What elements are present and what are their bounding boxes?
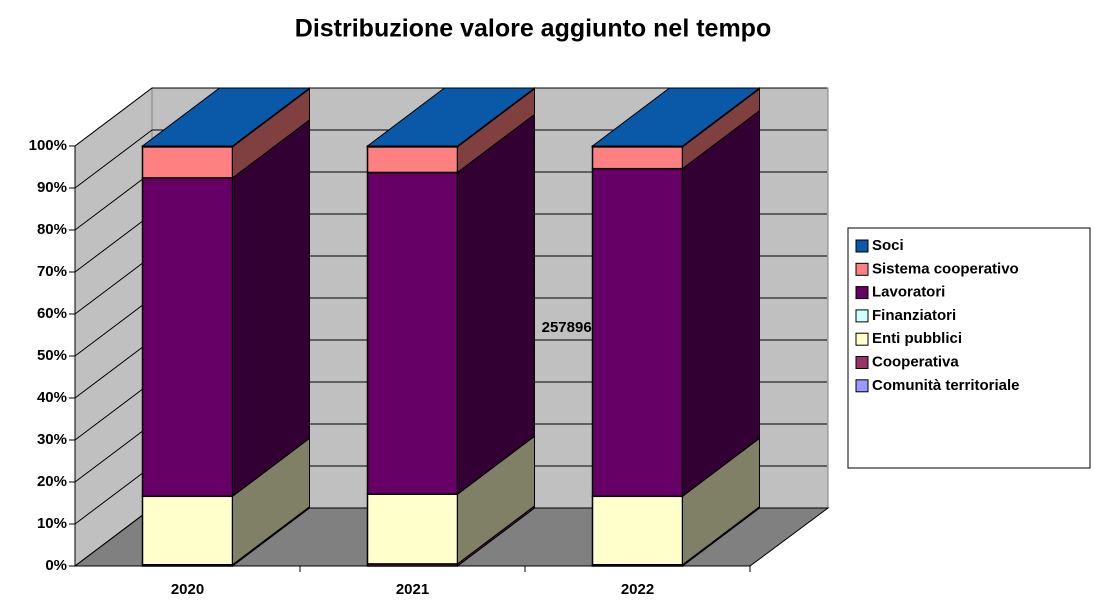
grid-line	[74, 213, 153, 273]
chart-title: Distribuzione valore aggiunto nel tempo	[295, 15, 771, 43]
bar-segment	[591, 167, 684, 498]
x-tick-label: 2022	[621, 581, 654, 598]
legend-swatch	[855, 356, 869, 369]
legend-label: Cooperativa	[872, 353, 959, 370]
grid-line	[74, 297, 153, 357]
y-tick-label: 60%	[37, 305, 67, 322]
grid-line	[74, 465, 153, 525]
bar-segment	[141, 146, 234, 179]
y-tick-label: 70%	[37, 263, 67, 280]
legend-swatch	[855, 379, 869, 393]
legend-label: Sistema cooperativo	[872, 260, 1019, 277]
legend-swatch	[855, 309, 869, 323]
bar-top	[366, 87, 536, 147]
y-tick-label: 20%	[37, 473, 67, 490]
legend-label: Enti pubblici	[872, 330, 962, 347]
y-tick-label: 100%	[29, 137, 67, 154]
bar-top	[141, 87, 311, 147]
legend-label: Soci	[872, 237, 904, 254]
annotation: 25789640	[542, 319, 609, 336]
grid-line	[74, 171, 153, 231]
bar-segment-side	[682, 109, 760, 498]
grid-line	[74, 381, 153, 441]
y-tick-label: 90%	[37, 179, 67, 196]
grid-line	[74, 339, 153, 399]
grid-line	[74, 255, 153, 315]
grid-line	[74, 507, 153, 567]
y-tick-label: 0%	[45, 557, 67, 574]
bar-segment	[366, 146, 459, 174]
y-tick-label: 50%	[37, 347, 67, 364]
legend-swatch	[855, 262, 869, 276]
legend-label: Comunità territoriale	[872, 377, 1020, 394]
bar-top	[591, 87, 761, 147]
grid-line	[74, 423, 153, 483]
grid-line	[74, 87, 153, 147]
legend-swatch	[855, 332, 869, 346]
bar-segment-side	[232, 118, 310, 498]
y-tick-label: 40%	[37, 389, 67, 406]
bar-segment	[366, 171, 459, 495]
bar-segment-side	[457, 113, 535, 496]
bar-segment	[591, 146, 684, 170]
legend-label: Finanziatori	[872, 307, 956, 324]
bar-segment	[141, 495, 234, 566]
y-tick-label: 10%	[37, 515, 67, 532]
legend-swatch	[855, 239, 869, 253]
bar-segment	[366, 493, 459, 565]
bar-segment	[141, 177, 234, 498]
grid-line	[74, 129, 153, 189]
x-tick-label: 2021	[396, 581, 429, 598]
bar-segment	[591, 495, 684, 566]
legend	[847, 227, 1091, 469]
legend-swatch	[855, 286, 869, 300]
x-tick-label: 2020	[171, 581, 204, 598]
y-tick-label: 30%	[37, 431, 67, 448]
legend-label: Lavoratori	[872, 284, 945, 301]
y-tick-label: 80%	[37, 221, 67, 238]
